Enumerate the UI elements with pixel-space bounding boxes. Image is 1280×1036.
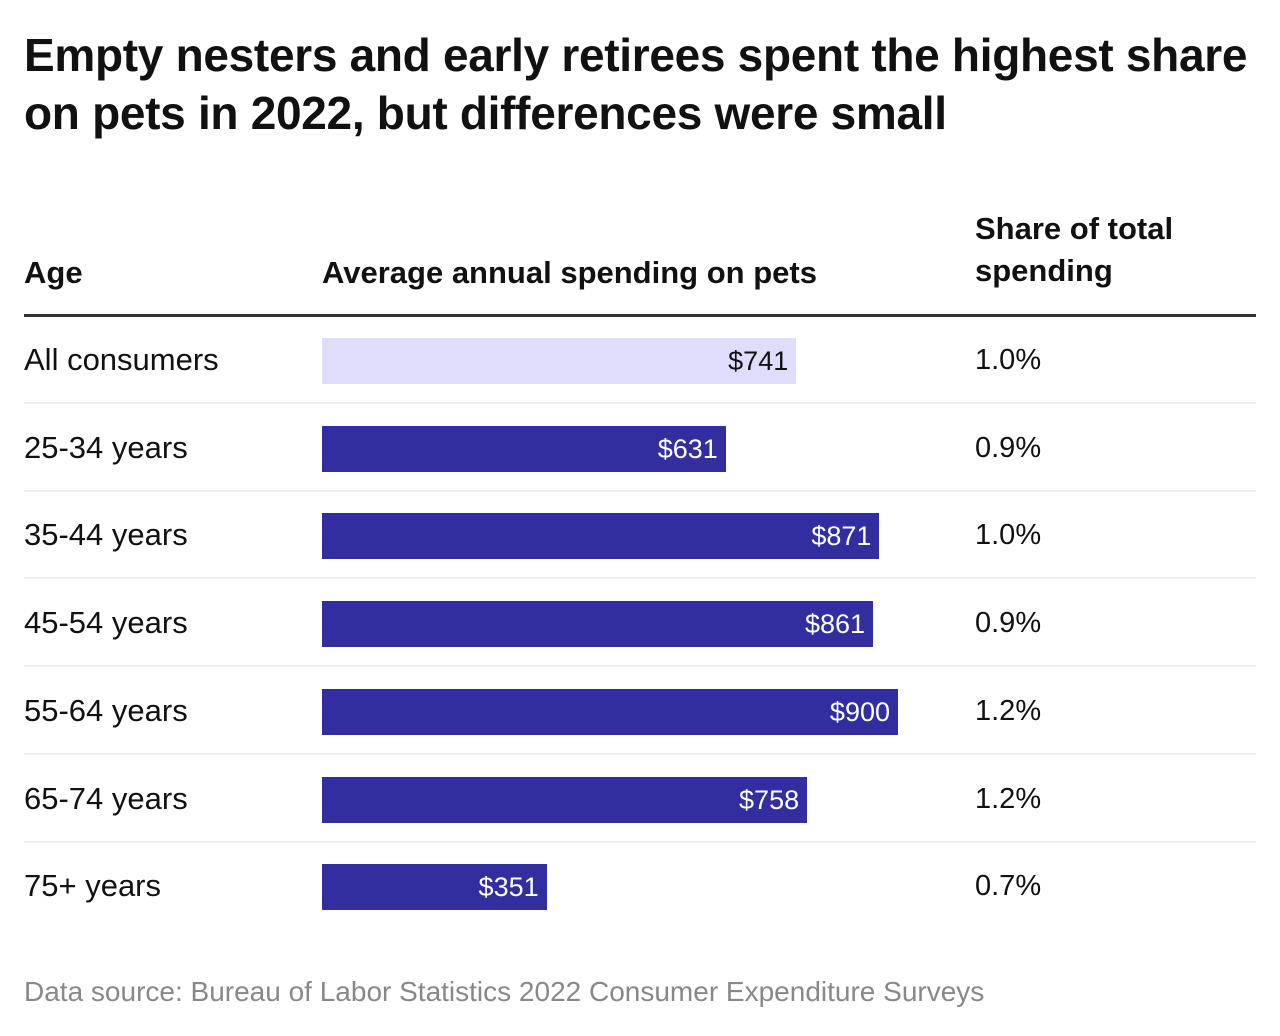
share-value: 1.2% (975, 782, 1042, 815)
spending-value-label: $631 (657, 433, 718, 464)
table-row: 25-34 years $631 0.9% (24, 404, 1256, 492)
share-value: 1.0% (975, 519, 1042, 552)
age-label: 55-64 years (24, 692, 188, 728)
spending-bar: $861 (322, 601, 874, 648)
age-label: 25-34 years (24, 429, 188, 465)
share-value: 0.9% (975, 607, 1042, 640)
table-row: 35-44 years $871 1.0% (24, 491, 1256, 580)
spending-bar: $871 (322, 513, 880, 560)
share-value: 1.2% (975, 694, 1042, 727)
spending-value-label: $758 (739, 784, 800, 815)
spending-bar: $351 (322, 864, 547, 911)
spending-value-label: $351 (478, 872, 539, 903)
age-label: All consumers (24, 342, 219, 377)
age-label: 35-44 years (24, 517, 188, 553)
age-label: 65-74 years (24, 780, 188, 816)
table-row: 55-64 years $900 1.2% (24, 667, 1256, 755)
row-divider (24, 577, 1256, 580)
share-value: 0.9% (975, 431, 1042, 464)
column-header-share: Share of total spending (975, 211, 1174, 288)
spending-value-label: $900 (829, 696, 890, 727)
spending-value-label: $871 (811, 521, 872, 552)
spending-bar: $741 (322, 338, 797, 384)
spending-bar: $631 (322, 425, 726, 472)
source-note: Data source: Bureau of Labor Statistics … (24, 976, 985, 1007)
table-row: 45-54 years $861 0.9% (24, 579, 1256, 668)
row-divider (24, 489, 1256, 492)
spending-bar: $758 (322, 776, 808, 823)
spending-value-label: $861 (804, 609, 866, 640)
table-row: 65-74 years $758 1.2% (24, 755, 1256, 843)
row-divider (24, 402, 1256, 404)
spending-value-label: $741 (728, 346, 789, 376)
age-label: 45-54 years (24, 605, 188, 641)
chart-title: Empty nesters and early retirees spent t… (24, 29, 1248, 139)
share-value: 1.0% (975, 344, 1042, 376)
table-row: 75+ years $351 0.7% (24, 842, 1256, 930)
age-label: 75+ years (24, 868, 162, 904)
row-divider (24, 840, 1256, 843)
spending-bar: $900 (322, 688, 898, 735)
column-header-age: Age (24, 255, 83, 290)
table-row: All consumers $741 1.0% (24, 316, 1256, 404)
share-value: 0.7% (975, 870, 1042, 903)
row-divider (24, 752, 1256, 755)
header-rule (24, 314, 1256, 317)
row-divider (24, 665, 1256, 668)
column-header-spending: Average annual spending on pets (322, 255, 817, 290)
